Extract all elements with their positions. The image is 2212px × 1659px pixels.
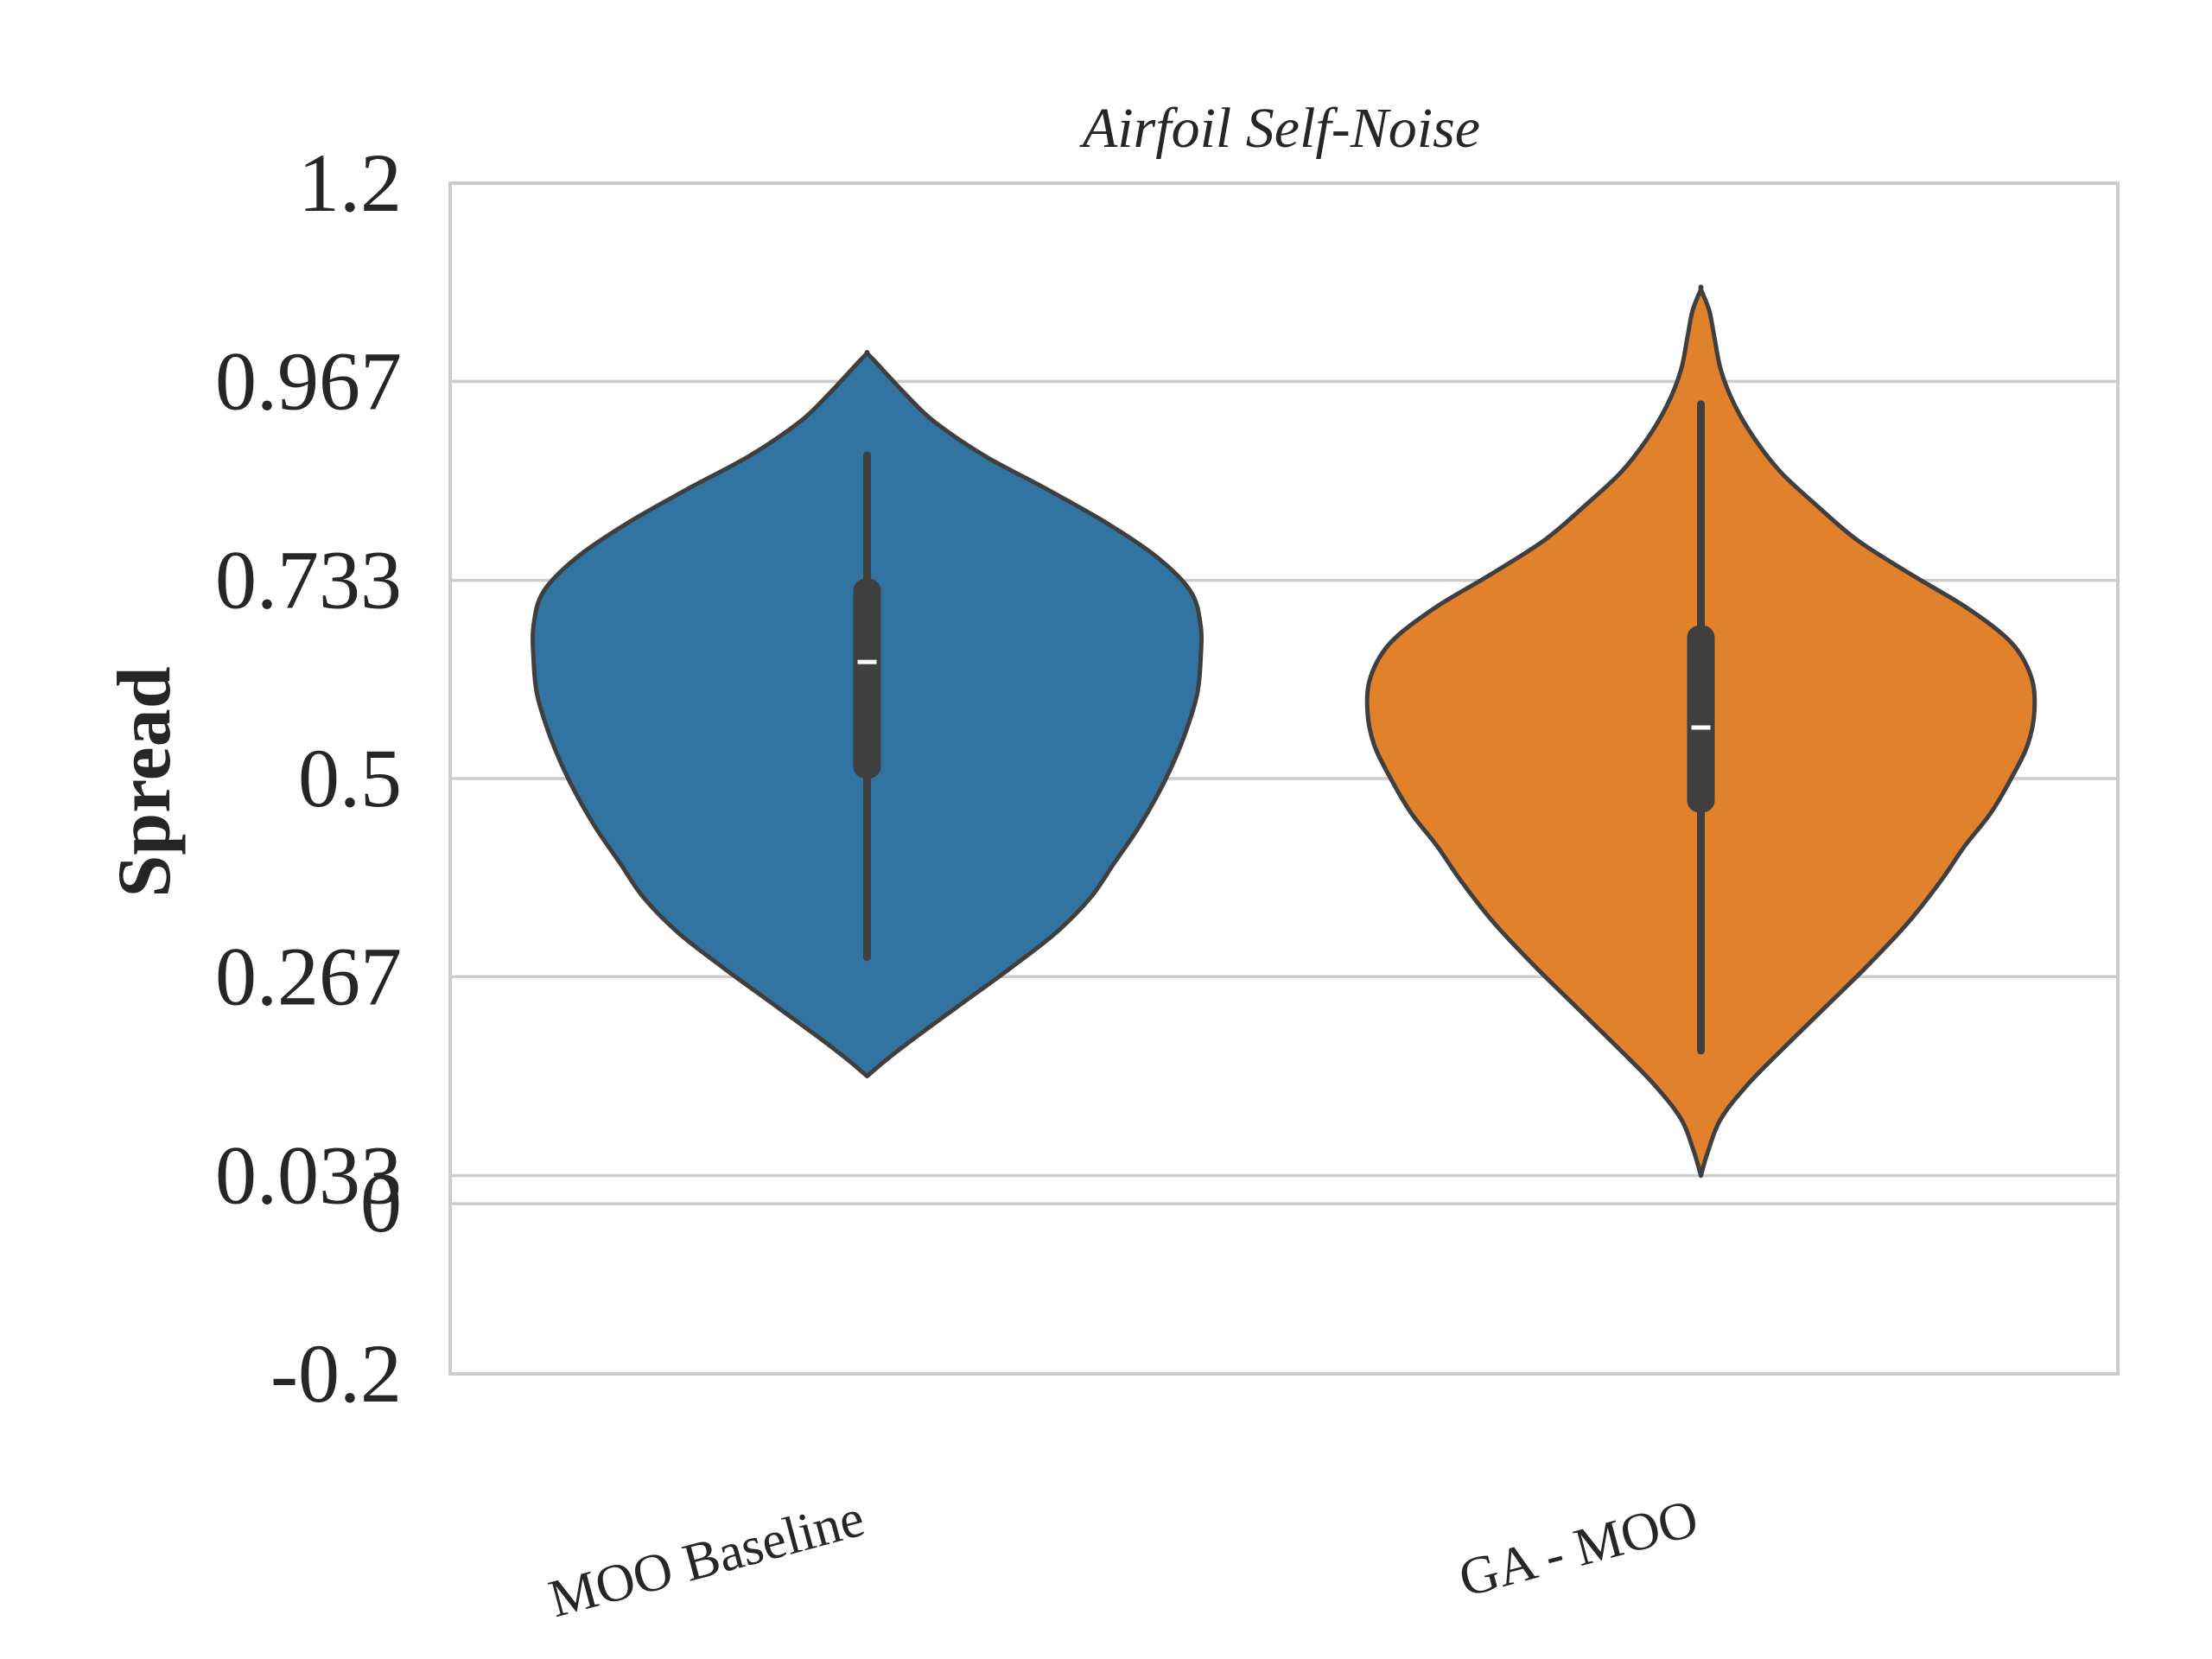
y-tick-label: 0 xyxy=(360,1157,402,1249)
x-tick-labels: MOO Baseline GA - MOO xyxy=(543,1489,1705,1629)
violin-iqr-box xyxy=(853,578,881,779)
x-tick-label: GA - MOO xyxy=(1453,1489,1704,1609)
chart-title: Airfoil Self-Noise xyxy=(1079,97,1480,160)
y-tick-label: 1.2 xyxy=(298,137,402,229)
violin-iqr-box xyxy=(1687,625,1715,813)
y-tick-label: -0.2 xyxy=(270,1327,402,1420)
x-tick-label: MOO Baseline xyxy=(543,1489,871,1629)
violins xyxy=(531,284,2037,1179)
y-tick-label: 0.267 xyxy=(215,930,402,1022)
y-tick-label: 0.733 xyxy=(215,534,402,626)
y-tick-label: 0.967 xyxy=(215,334,402,427)
y-tick-label: 0.033 xyxy=(215,1129,402,1222)
y-tick-label: 0.5 xyxy=(298,732,402,824)
plot-area-frame xyxy=(448,181,2120,1376)
y-axis-label: Spread xyxy=(103,666,187,897)
y-tick-labels: -0.2 00.033 0.267 0.5 0.733 0.967 1.2 xyxy=(215,137,402,1420)
